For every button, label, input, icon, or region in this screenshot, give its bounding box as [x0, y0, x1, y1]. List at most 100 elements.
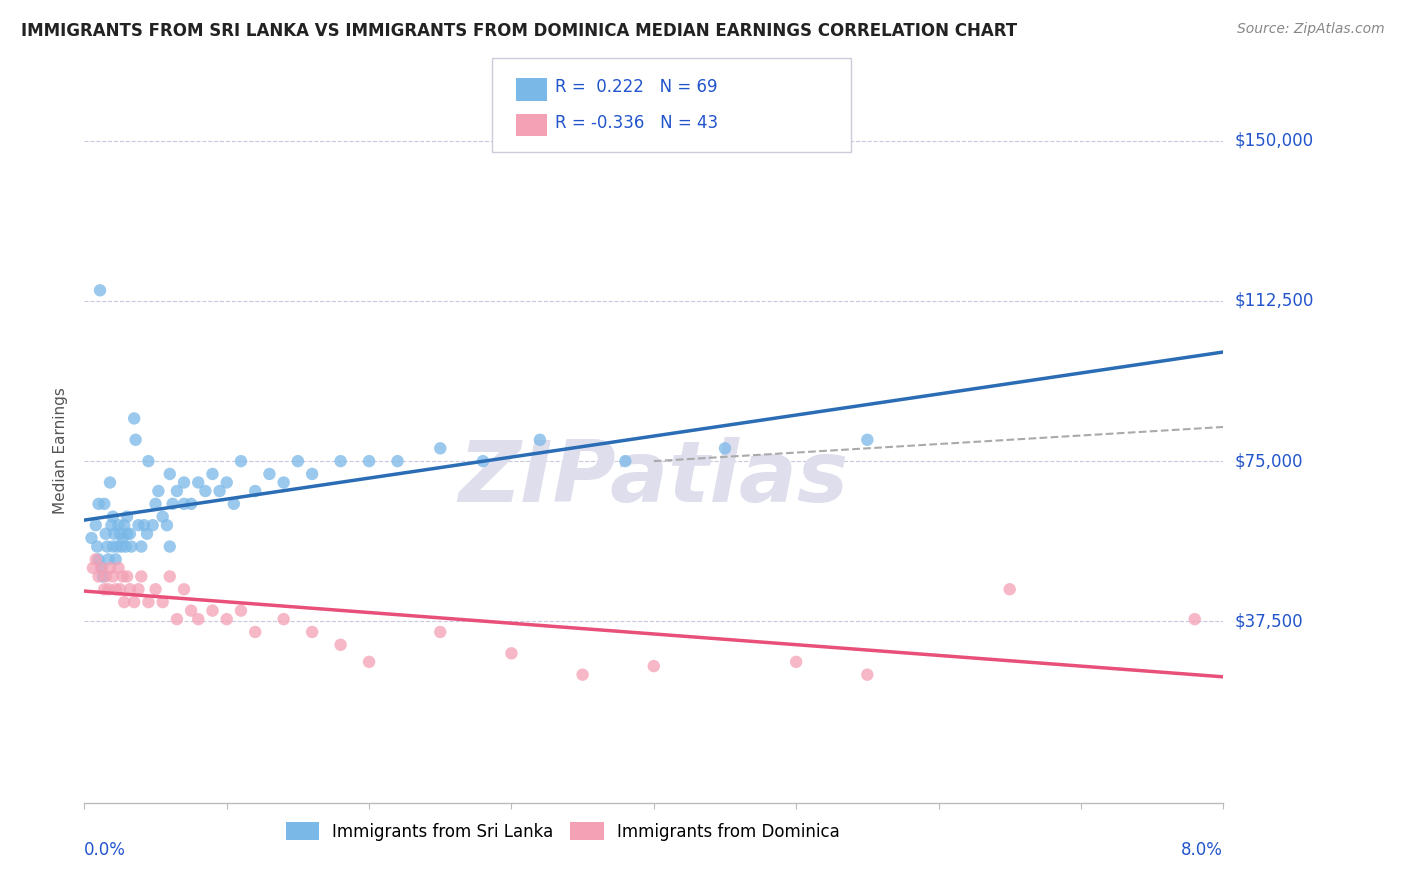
Point — [87, 569, 110, 583]
Point — [229, 604, 252, 618]
Point — [138, 595, 160, 609]
Point — [301, 467, 323, 481]
Point — [194, 483, 217, 498]
Point — [429, 442, 451, 456]
Point — [131, 540, 153, 554]
Point — [222, 497, 245, 511]
Text: ZIPatlas: ZIPatlas — [458, 437, 849, 520]
Point — [90, 561, 112, 575]
Point — [134, 518, 156, 533]
Point — [1184, 612, 1206, 626]
Point — [94, 569, 117, 583]
Point — [98, 561, 121, 575]
Point — [115, 509, 138, 524]
Point — [142, 518, 165, 533]
Point — [529, 433, 551, 447]
Point — [145, 582, 167, 597]
Point — [273, 475, 295, 490]
Point — [159, 540, 181, 554]
Point — [93, 497, 115, 511]
Point — [114, 540, 136, 554]
Point — [108, 526, 131, 541]
Point — [136, 526, 159, 541]
Point — [127, 518, 149, 533]
Point — [229, 454, 252, 468]
Point — [94, 526, 117, 541]
Point — [643, 659, 665, 673]
Point — [93, 582, 115, 597]
Point — [107, 561, 129, 575]
Point — [287, 454, 309, 468]
Point — [614, 454, 637, 468]
Point — [166, 612, 188, 626]
Point — [111, 531, 134, 545]
Point — [108, 582, 131, 597]
Point — [80, 531, 103, 545]
Text: $150,000: $150,000 — [1234, 132, 1313, 150]
Point — [104, 552, 127, 566]
Point — [387, 454, 409, 468]
Point — [245, 483, 267, 498]
Point — [84, 518, 107, 533]
Point — [97, 552, 120, 566]
Point — [89, 283, 111, 297]
Point — [120, 540, 142, 554]
Point — [110, 540, 132, 554]
Point — [115, 569, 138, 583]
Point — [501, 646, 523, 660]
Point — [86, 540, 108, 554]
Point — [180, 604, 202, 618]
Point — [152, 595, 174, 609]
Point — [215, 612, 238, 626]
Point — [107, 518, 129, 533]
Point — [714, 442, 737, 456]
Point — [359, 454, 381, 468]
Point — [187, 612, 209, 626]
Text: R =  0.222   N = 69: R = 0.222 N = 69 — [555, 78, 718, 96]
Point — [159, 467, 181, 481]
Point — [124, 433, 146, 447]
Text: $112,500: $112,500 — [1234, 292, 1313, 310]
Point — [201, 467, 224, 481]
Point — [215, 475, 238, 490]
Point — [173, 582, 195, 597]
Y-axis label: Median Earnings: Median Earnings — [53, 387, 69, 514]
Point — [87, 497, 110, 511]
Point — [112, 518, 135, 533]
Point — [856, 433, 879, 447]
Point — [87, 552, 110, 566]
Point — [429, 624, 451, 639]
Point — [100, 518, 122, 533]
Point — [127, 582, 149, 597]
Point — [208, 483, 231, 498]
Point — [82, 561, 104, 575]
Point — [145, 497, 167, 511]
Text: 8.0%: 8.0% — [1181, 841, 1223, 859]
Point — [103, 526, 125, 541]
Point — [101, 540, 124, 554]
Point — [173, 497, 195, 511]
Point — [329, 454, 352, 468]
Point — [104, 582, 127, 597]
Point — [173, 475, 195, 490]
Point — [166, 483, 188, 498]
Point — [259, 467, 281, 481]
Text: 0.0%: 0.0% — [84, 841, 127, 859]
Point — [156, 518, 179, 533]
Point — [97, 582, 120, 597]
Point — [201, 604, 224, 618]
Point — [122, 411, 145, 425]
Point — [785, 655, 807, 669]
Text: IMMIGRANTS FROM SRI LANKA VS IMMIGRANTS FROM DOMINICA MEDIAN EARNINGS CORRELATIO: IMMIGRANTS FROM SRI LANKA VS IMMIGRANTS … — [21, 22, 1017, 40]
Text: R = -0.336   N = 43: R = -0.336 N = 43 — [555, 114, 718, 132]
Point — [329, 638, 352, 652]
Text: Source: ZipAtlas.com: Source: ZipAtlas.com — [1237, 22, 1385, 37]
Point — [122, 595, 145, 609]
Point — [131, 569, 153, 583]
Point — [152, 509, 174, 524]
Point — [96, 540, 118, 554]
Point — [162, 497, 184, 511]
Point — [359, 655, 381, 669]
Text: $37,500: $37,500 — [1234, 612, 1303, 631]
Point — [111, 569, 134, 583]
